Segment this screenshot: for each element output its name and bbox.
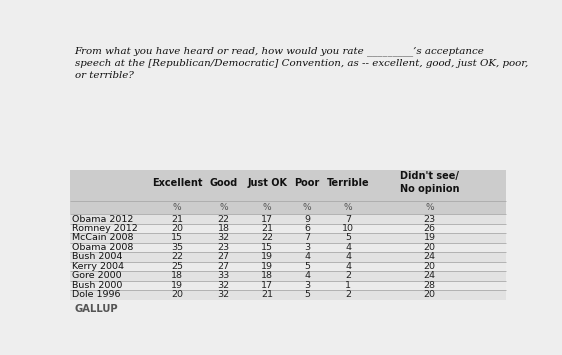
Text: McCain 2008: McCain 2008 xyxy=(72,234,134,242)
Bar xyxy=(70,262,506,271)
Text: %: % xyxy=(425,203,434,212)
Text: 17: 17 xyxy=(261,281,273,290)
Text: Dole 1996: Dole 1996 xyxy=(72,290,121,299)
Text: Bush 2004: Bush 2004 xyxy=(72,252,123,261)
Bar xyxy=(70,224,506,233)
Text: 19: 19 xyxy=(261,252,273,261)
Text: 28: 28 xyxy=(424,281,436,290)
Text: 20: 20 xyxy=(171,290,183,299)
Bar xyxy=(70,201,506,214)
Text: 25: 25 xyxy=(171,262,183,271)
Text: 5: 5 xyxy=(304,290,310,299)
Text: 23: 23 xyxy=(424,214,436,224)
Text: 2: 2 xyxy=(345,271,351,280)
Text: 35: 35 xyxy=(171,243,183,252)
Text: %: % xyxy=(303,203,311,212)
Text: 15: 15 xyxy=(261,243,273,252)
Text: 20: 20 xyxy=(424,243,436,252)
Text: 20: 20 xyxy=(424,290,436,299)
Text: 4: 4 xyxy=(304,252,310,261)
Text: 24: 24 xyxy=(424,252,436,261)
Text: 5: 5 xyxy=(304,262,310,271)
Text: 1: 1 xyxy=(345,281,351,290)
Text: Just OK: Just OK xyxy=(247,178,287,188)
Text: Obama 2012: Obama 2012 xyxy=(72,214,134,224)
Text: 17: 17 xyxy=(261,214,273,224)
Text: 21: 21 xyxy=(171,214,183,224)
Text: Excellent: Excellent xyxy=(152,178,202,188)
Text: Terrible: Terrible xyxy=(327,178,369,188)
Text: Didn't see/
No opinion: Didn't see/ No opinion xyxy=(400,171,459,194)
Text: %: % xyxy=(173,203,182,212)
Text: 3: 3 xyxy=(304,243,310,252)
Text: Bush 2000: Bush 2000 xyxy=(72,281,123,290)
Text: Good: Good xyxy=(210,178,238,188)
Text: %: % xyxy=(344,203,352,212)
Text: Obama 2008: Obama 2008 xyxy=(72,243,134,252)
Text: 24: 24 xyxy=(424,271,436,280)
Text: 32: 32 xyxy=(217,290,230,299)
Text: %: % xyxy=(219,203,228,212)
Bar xyxy=(70,280,506,290)
Text: 19: 19 xyxy=(424,234,436,242)
Text: Poor: Poor xyxy=(294,178,320,188)
Bar xyxy=(70,290,506,300)
Text: 22: 22 xyxy=(261,234,273,242)
Text: 21: 21 xyxy=(261,290,273,299)
Text: 27: 27 xyxy=(217,262,229,271)
Text: 15: 15 xyxy=(171,234,183,242)
Text: 7: 7 xyxy=(304,234,310,242)
Bar xyxy=(70,243,506,252)
Text: 22: 22 xyxy=(171,252,183,261)
Bar xyxy=(70,252,506,262)
Text: GALLUP: GALLUP xyxy=(75,304,118,314)
Bar xyxy=(70,214,506,224)
Text: 19: 19 xyxy=(261,262,273,271)
Text: 2: 2 xyxy=(345,290,351,299)
Text: 20: 20 xyxy=(424,262,436,271)
Bar xyxy=(70,233,506,243)
Text: Kerry 2004: Kerry 2004 xyxy=(72,262,124,271)
Text: 6: 6 xyxy=(304,224,310,233)
Text: 23: 23 xyxy=(217,243,230,252)
Text: 32: 32 xyxy=(217,281,230,290)
Text: 5: 5 xyxy=(345,234,351,242)
Text: 21: 21 xyxy=(261,224,273,233)
Bar xyxy=(70,170,506,201)
Text: 20: 20 xyxy=(171,224,183,233)
Text: 4: 4 xyxy=(345,262,351,271)
Text: 4: 4 xyxy=(304,271,310,280)
Text: 18: 18 xyxy=(171,271,183,280)
Text: 27: 27 xyxy=(217,252,229,261)
Text: 7: 7 xyxy=(345,214,351,224)
Text: 33: 33 xyxy=(217,271,230,280)
Text: 9: 9 xyxy=(304,214,310,224)
Text: Gore 2000: Gore 2000 xyxy=(72,271,122,280)
Text: 18: 18 xyxy=(217,224,229,233)
Text: 10: 10 xyxy=(342,224,354,233)
Text: Romney 2012: Romney 2012 xyxy=(72,224,138,233)
Text: 4: 4 xyxy=(345,252,351,261)
Text: 32: 32 xyxy=(217,234,230,242)
Text: 19: 19 xyxy=(171,281,183,290)
Text: From what you have heard or read, how would you rate _________’s acceptance
spee: From what you have heard or read, how wo… xyxy=(75,47,528,80)
Text: 3: 3 xyxy=(304,281,310,290)
Text: 22: 22 xyxy=(217,214,229,224)
Text: 18: 18 xyxy=(261,271,273,280)
Bar xyxy=(70,271,506,280)
Text: %: % xyxy=(263,203,271,212)
Text: 4: 4 xyxy=(345,243,351,252)
Text: 26: 26 xyxy=(424,224,436,233)
